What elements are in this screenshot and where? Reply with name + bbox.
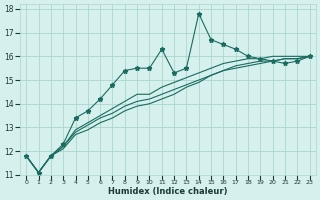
X-axis label: Humidex (Indice chaleur): Humidex (Indice chaleur) [108, 187, 228, 196]
